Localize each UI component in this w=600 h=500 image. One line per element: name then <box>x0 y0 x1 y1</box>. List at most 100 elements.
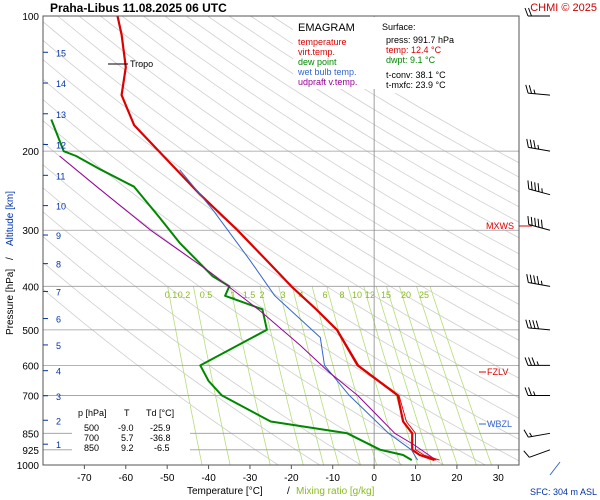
mixing-ratio-label: 3 <box>280 290 285 300</box>
dry-adiabat <box>43 39 519 360</box>
series-virt-temp <box>237 229 440 461</box>
dry-adiabat <box>185 16 519 223</box>
dry-adiabat <box>43 21 519 341</box>
wind-barb-half-feather <box>533 391 536 396</box>
sfc-label: SFC: 304 m ASL <box>530 487 597 497</box>
wind-barb-feather <box>531 357 536 366</box>
mixing-ratio-label: 20 <box>401 290 411 300</box>
dry-adiabat <box>43 78 519 399</box>
wind-barb-feather <box>524 7 529 17</box>
table-cell: -25.9 <box>150 423 171 433</box>
dry-adiabat <box>43 59 519 379</box>
table-header-td: Td [°C] <box>146 408 174 418</box>
x-tick-label: -20 <box>284 473 299 484</box>
wind-barb-feather <box>533 275 536 284</box>
pressure-tick-label: 100 <box>22 12 39 23</box>
pressure-tick-labels: 100 200 300 400 500 600 700 850 925 1000 <box>17 12 40 472</box>
x-tick-label: -50 <box>160 473 175 484</box>
altitude-tick-label: 7 <box>56 287 61 297</box>
surface-title: Surface: <box>382 22 416 32</box>
series-layer <box>50 16 440 462</box>
wbzl-label: WBZL <box>487 419 512 429</box>
wind-barb <box>525 84 551 96</box>
wind-barb <box>526 274 551 287</box>
legend-box <box>293 17 378 89</box>
x-axis-mixing-label: Mixing ratio [g/kg] <box>296 486 375 497</box>
dry-adiabat <box>121 16 519 271</box>
wind-barb-feather <box>535 320 540 329</box>
header-title: Praha-Libus 11.08.2025 06 UTC <box>50 1 227 15</box>
altitude-tick-label: 3 <box>56 392 61 402</box>
wind-barb-feather <box>524 387 529 396</box>
series-wet-bulb-temp <box>179 169 419 461</box>
wind-barb-feather <box>527 215 530 225</box>
wind-barb-feather <box>529 139 533 149</box>
level-table-bg <box>72 404 190 456</box>
wind-barb-feather <box>528 357 532 366</box>
header-credit: CHMI © 2025 <box>530 2 597 14</box>
pressure-tick-label: 925 <box>22 446 39 457</box>
pressure-tick-label: 700 <box>22 391 39 402</box>
wind-barb-staff <box>528 327 551 331</box>
table-header-p: p [hPa] <box>78 408 107 418</box>
altitude-tick-label: 12 <box>56 141 66 151</box>
wind-barb-feather <box>523 450 530 458</box>
wind-barb-feather <box>528 85 533 94</box>
wind-barb-feather <box>533 140 536 149</box>
wind-barb-half-feather <box>533 89 536 94</box>
x-tick-label: 30 <box>493 473 505 484</box>
pressure-tick-label: 600 <box>22 361 39 372</box>
wind-barb-feather <box>528 7 532 17</box>
mixing-ratio-label: 15 <box>381 290 391 300</box>
wind-barb-feather <box>525 84 529 94</box>
altitude-tick-label: 15 <box>56 48 66 58</box>
x-tick-label: 0 <box>371 473 377 484</box>
x-tick-label: 10 <box>410 473 422 484</box>
wind-barb-feather <box>534 217 537 227</box>
wind-barb-feather <box>530 181 533 190</box>
x-tick-label: -70 <box>77 473 92 484</box>
wind-barb-feather <box>534 182 537 191</box>
surface-tconv: t-conv: 38.1 °C <box>386 70 446 80</box>
fzlv-label: FZLV <box>487 367 508 377</box>
wind-barb-staff <box>528 188 551 196</box>
surface-box <box>378 17 458 93</box>
dry-adiabat <box>164 16 519 239</box>
wind-barb-feather <box>532 320 536 329</box>
surface-wind-arrow <box>549 461 561 476</box>
wind-barb <box>527 180 551 196</box>
y-axis-altitude-label: Altitude [km] <box>5 191 16 246</box>
wind-barb-feather <box>525 319 529 329</box>
wind-barb-feather <box>524 357 529 366</box>
dry-adiabat <box>207 16 519 208</box>
mixing-ratio-label: 0.1 <box>165 290 178 300</box>
x-tick-labels: -70 -60 -50 -40 -30 -20 -10 0 10 20 30 <box>77 465 504 484</box>
wind-barb-staff <box>528 92 551 96</box>
surface-temp: temp: 12.4 °C <box>386 45 442 55</box>
wind-barb-feather <box>528 387 532 396</box>
table-cell: 700 <box>84 433 99 443</box>
table-cell: 500 <box>84 423 99 433</box>
wind-barb <box>525 319 551 331</box>
series-udpraft-v-temp <box>59 155 437 461</box>
wind-barb <box>526 138 551 152</box>
x-tick-label: -30 <box>243 473 258 484</box>
mixing-ratio-label: 2 <box>259 290 264 300</box>
tropo-label: Tropo <box>130 59 153 69</box>
surface-dwpt: dwpt: 9.1 °C <box>386 55 436 65</box>
grid-layer: 0.1 0.2 0.5 1 1.5 2 3 4 6 8 10 12 15 20 25 <box>43 16 519 465</box>
wind-barb-feather <box>529 274 533 284</box>
mixing-ratio-label: 1.5 <box>243 290 256 300</box>
wind-barb-half-feather <box>537 144 540 150</box>
pressure-tick-label: 400 <box>22 282 39 293</box>
altitude-tick-label: 8 <box>56 260 61 270</box>
x-tick-label: 20 <box>451 473 463 484</box>
legend-wet-bulb: wet bulb temp. <box>297 67 357 77</box>
legend-temperature: temperature <box>298 37 347 47</box>
legend-updraft: udpraft v.temp. <box>298 77 357 87</box>
wind-barb-staff <box>528 146 551 152</box>
wind-barb-half-feather <box>529 432 533 437</box>
mxws-label: MXWS <box>486 221 514 231</box>
